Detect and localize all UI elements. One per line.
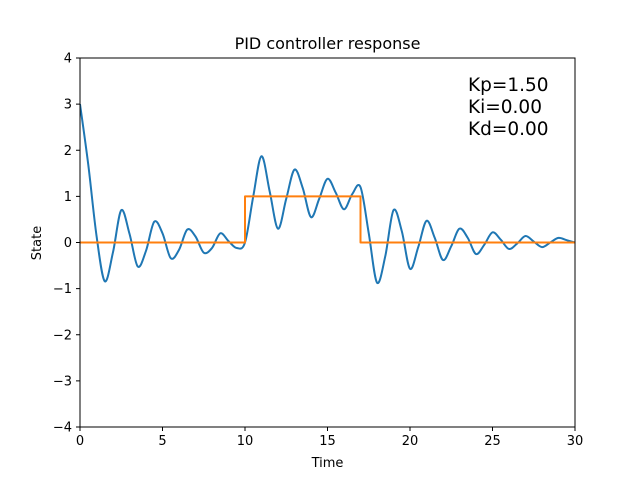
axes: 0 5 10 15 20 25 30 −4 −3 −2 −1 0 1 2 3 4 bbox=[53, 52, 583, 450]
y-tick-label: −1 bbox=[53, 282, 72, 297]
y-tick-label: −3 bbox=[53, 374, 72, 389]
x-tick-label: 20 bbox=[402, 434, 419, 449]
x-tick-label: 10 bbox=[237, 434, 254, 449]
y-tick-label: 3 bbox=[64, 98, 72, 113]
annotation-ki: Ki=0.00 bbox=[468, 97, 542, 118]
series-line-setpoint bbox=[80, 195, 575, 244]
y-tick-label: −4 bbox=[53, 421, 72, 436]
y-tick-label: 0 bbox=[64, 236, 72, 251]
annotation-kp: Kp=1.50 bbox=[468, 75, 549, 96]
y-tick-label: 2 bbox=[64, 144, 72, 159]
chart-title: PID controller response bbox=[235, 34, 421, 53]
x-tick-label: 25 bbox=[484, 434, 501, 449]
x-tick-label: 5 bbox=[158, 434, 166, 449]
y-tick-label: −2 bbox=[53, 328, 72, 343]
y-tick-label: 1 bbox=[64, 190, 72, 205]
series-line-state bbox=[80, 103, 575, 285]
x-tick-label: 30 bbox=[567, 434, 584, 449]
x-axis-label: Time bbox=[311, 456, 344, 471]
x-tick-label: 0 bbox=[76, 434, 84, 449]
y-tick-label: 4 bbox=[64, 52, 72, 67]
x-tick-label: 15 bbox=[319, 434, 336, 449]
plot-area bbox=[80, 103, 575, 285]
y-axis-label: State bbox=[30, 226, 45, 260]
annotation-kd: Kd=0.00 bbox=[468, 119, 549, 140]
